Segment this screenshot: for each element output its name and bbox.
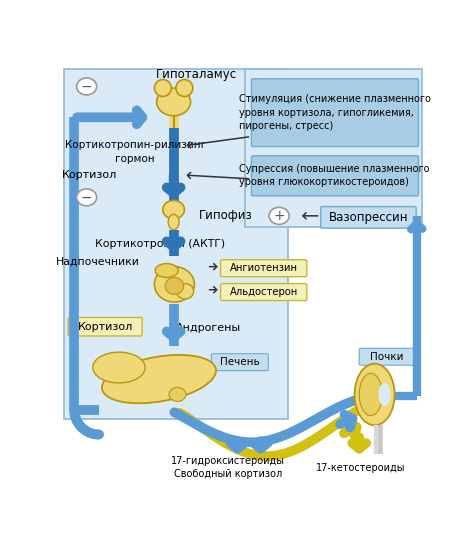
Text: Почки: Почки bbox=[370, 352, 404, 362]
Text: Надпочечники: Надпочечники bbox=[55, 256, 139, 266]
Text: −: − bbox=[81, 80, 92, 94]
Text: Супрессия (повышение плазменного
уровня глюкокортикостероидов): Супрессия (повышение плазменного уровня … bbox=[239, 164, 430, 187]
Text: Кортикотропин-рилизинг
гормон: Кортикотропин-рилизинг гормон bbox=[64, 140, 206, 163]
FancyBboxPatch shape bbox=[251, 79, 419, 147]
Ellipse shape bbox=[93, 352, 145, 383]
FancyBboxPatch shape bbox=[211, 354, 268, 371]
Text: Стимуляция (снижение плазменного
уровня кортизола, гипогликемия,
пирогены, стрес: Стимуляция (снижение плазменного уровня … bbox=[238, 95, 430, 131]
Ellipse shape bbox=[155, 80, 171, 96]
Text: Кортикотропин (АКТГ): Кортикотропин (АКТГ) bbox=[95, 239, 226, 249]
Bar bbox=[245, 69, 421, 227]
Ellipse shape bbox=[378, 383, 391, 406]
Ellipse shape bbox=[155, 263, 178, 278]
Ellipse shape bbox=[165, 278, 183, 294]
Text: +: + bbox=[273, 209, 285, 223]
Ellipse shape bbox=[169, 387, 186, 401]
Ellipse shape bbox=[355, 364, 395, 425]
Ellipse shape bbox=[155, 267, 194, 302]
Text: 17-гидроксистероиды
Свободный кортизол: 17-гидроксистероиды Свободный кортизол bbox=[171, 457, 285, 479]
Text: Кортизол: Кортизол bbox=[77, 322, 133, 332]
Text: Ангиотензин: Ангиотензин bbox=[230, 263, 298, 273]
Text: Кортизол: Кортизол bbox=[62, 170, 118, 180]
Ellipse shape bbox=[168, 214, 179, 230]
FancyBboxPatch shape bbox=[359, 348, 415, 365]
Ellipse shape bbox=[102, 355, 216, 403]
Ellipse shape bbox=[176, 80, 193, 96]
Text: Гипофиз: Гипофиз bbox=[199, 209, 253, 222]
Text: Гипоталамус: Гипоталамус bbox=[155, 68, 237, 81]
Text: 17-кетостероиды: 17-кетостероиды bbox=[316, 463, 405, 473]
Ellipse shape bbox=[77, 189, 97, 206]
FancyBboxPatch shape bbox=[251, 156, 419, 196]
FancyBboxPatch shape bbox=[220, 283, 307, 301]
Bar bbox=[64, 69, 288, 419]
Ellipse shape bbox=[359, 373, 383, 415]
FancyBboxPatch shape bbox=[321, 207, 416, 228]
Text: Альдостерон: Альдостерон bbox=[229, 287, 298, 297]
FancyBboxPatch shape bbox=[68, 318, 142, 336]
Ellipse shape bbox=[77, 78, 97, 95]
Ellipse shape bbox=[163, 200, 184, 219]
Ellipse shape bbox=[157, 88, 191, 116]
Text: Печень: Печень bbox=[220, 357, 260, 367]
Text: −: − bbox=[81, 190, 92, 204]
Ellipse shape bbox=[177, 283, 194, 299]
Ellipse shape bbox=[269, 207, 289, 225]
Text: Андрогены: Андрогены bbox=[176, 324, 241, 333]
Text: Вазопрессин: Вазопрессин bbox=[328, 211, 408, 224]
FancyBboxPatch shape bbox=[220, 260, 307, 276]
